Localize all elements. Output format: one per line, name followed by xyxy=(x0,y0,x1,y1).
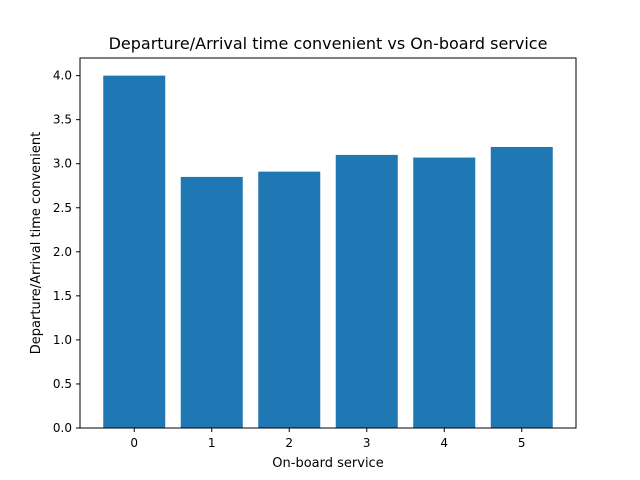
y-tick-label: 1.0 xyxy=(53,333,72,347)
x-tick-label: 1 xyxy=(208,436,216,450)
bar-4 xyxy=(413,157,476,429)
y-axis: 0.0 0.5 1.0 1.5 2.0 2.5 3.0 3.5 4.0 xyxy=(53,69,80,435)
x-axis-label: On-board service xyxy=(272,456,383,471)
x-tick-label: 3 xyxy=(363,436,371,450)
y-tick-label: 0.0 xyxy=(53,421,72,435)
bar-5 xyxy=(490,146,553,428)
bar-1 xyxy=(180,176,243,428)
chart-title: Departure/Arrival time convenient vs On-… xyxy=(109,34,548,53)
y-tick-label: 2.5 xyxy=(53,201,72,215)
y-tick-label: 0.5 xyxy=(53,377,72,391)
y-axis-label: Departure/Arrival time convenient xyxy=(29,132,44,354)
x-tick-label: 0 xyxy=(130,436,138,450)
bar-3 xyxy=(335,154,398,428)
bars-group xyxy=(103,75,553,429)
bar-0 xyxy=(103,75,166,428)
bar-2 xyxy=(258,171,321,428)
x-tick-label: 4 xyxy=(440,436,448,450)
x-tick-label: 2 xyxy=(285,436,293,450)
y-tick-label: 4.0 xyxy=(53,69,72,83)
y-tick-label: 3.5 xyxy=(53,113,72,127)
y-tick-label: 1.5 xyxy=(53,289,72,303)
x-tick-label: 5 xyxy=(518,436,526,450)
plot-frame xyxy=(79,57,577,429)
y-tick-label: 3.0 xyxy=(53,157,72,171)
y-tick-label: 2.0 xyxy=(53,245,72,259)
x-axis: 0 1 2 3 4 5 xyxy=(130,428,526,450)
